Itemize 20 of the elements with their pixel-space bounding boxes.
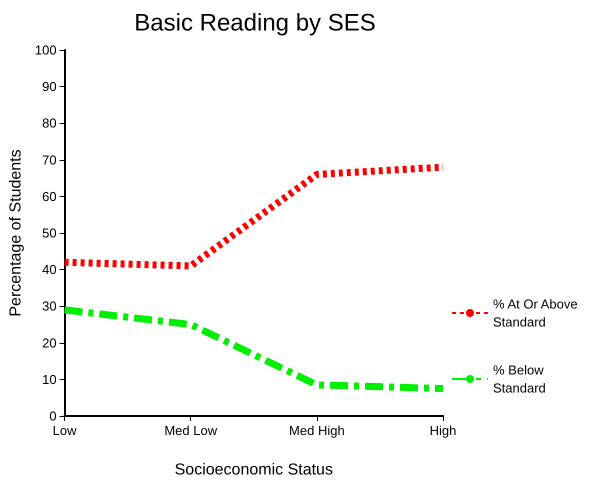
legend-label: % At Or Above Standard [493,296,582,330]
x-tick-label: Low [52,423,78,438]
y-tick-label: 0 [49,408,57,424]
y-tick-label: 20 [42,335,57,350]
y-axis-title: Percentage of Students [8,149,24,317]
y-tick-label: 100 [34,42,57,58]
y-tick-label: 30 [42,298,57,314]
y-tick-label: 70 [42,152,57,168]
y-tick-label: 10 [42,372,57,387]
x-axis-title: Socioeconomic Status [174,462,333,478]
x-tick-label: Med High [289,423,345,438]
legend-label: % Below Standard [493,362,548,396]
y-tick-label: 60 [42,188,57,204]
x-tick-label: High [430,423,456,438]
y-tick-label: 90 [42,79,57,94]
x-tick-label: Med Low [164,423,218,438]
y-tick-label: 80 [42,116,57,131]
y-tick-label: 50 [42,226,57,240]
chart-title: Basic Reading by SES [134,10,376,36]
y-tick-label: 40 [42,262,57,278]
